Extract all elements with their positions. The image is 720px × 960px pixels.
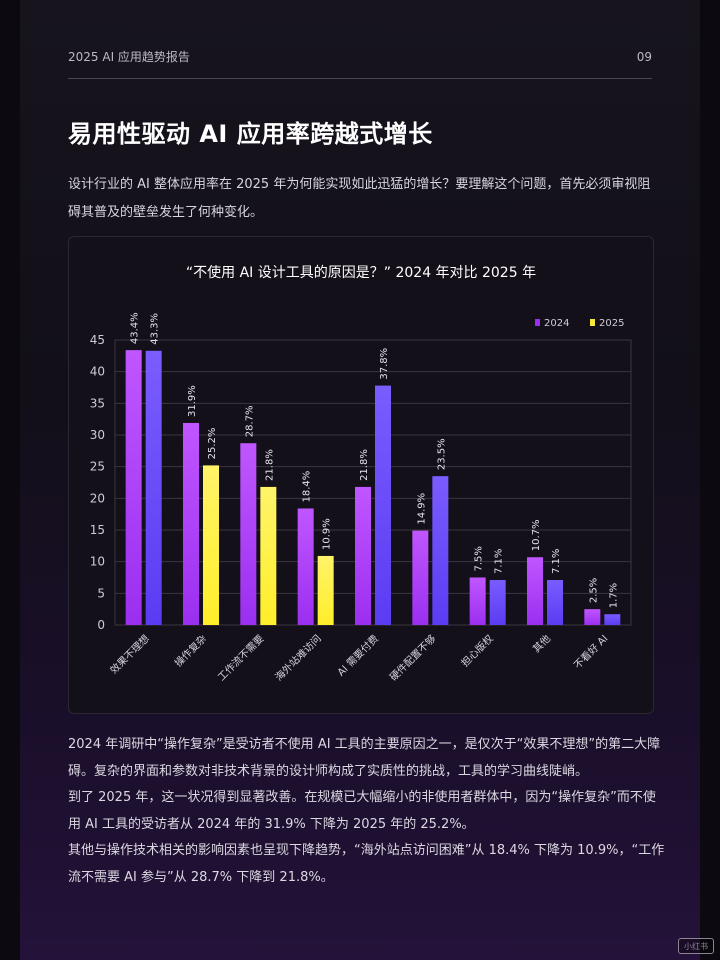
chart-title: “不使用 AI 设计工具的原因是？” 2024 年对比 2025 年 [186,264,536,281]
x-tick-label: AI 需要付费 [334,632,381,679]
page-number: 09 [636,49,652,64]
bar-value-label: 43.3% [150,313,161,345]
bar-2025 [489,580,506,625]
bar-value-label: 7.1% [551,549,562,574]
bar-value-label: 14.9% [416,493,427,525]
body-text: 2024 年调研中“操作复杂”是受访者不使用 AI 工具的主要原因之一，是仅次于… [68,732,668,891]
legend-swatch-2024 [535,319,540,326]
bar-2025 [317,555,334,625]
bar-value-label: 23.5% [436,438,447,470]
y-tick-label: 30 [90,428,105,442]
bar-2024 [584,609,601,625]
bar-value-label: 31.9% [187,385,198,417]
bar-value-label: 1.7% [608,583,619,608]
x-tick-label: 效果不理想 [107,632,152,677]
bar-2025 [432,476,449,625]
bar-2025 [547,580,563,625]
bar-2025 [604,614,621,625]
plot-frame [114,339,632,626]
x-tick-label: 其他 [530,632,553,655]
page-header: 2025 AI 应用趋势报告 09 [68,48,652,65]
bar-2024 [297,508,314,625]
bar-2024 [125,350,142,625]
x-tick-label: 不看好 AI [571,632,611,672]
watermark-text: 小红书 [684,941,708,951]
bar-value-label: 10.9% [322,518,333,550]
x-tick-label: 海外站难访问 [272,632,324,684]
bar-value-label: 7.1% [494,549,505,574]
y-tick-label: 35 [90,396,105,410]
bar-value-label: 18.4% [302,471,313,503]
bar-2024 [412,530,429,625]
y-tick-label: 15 [90,523,105,537]
bar-2024 [355,486,371,625]
legend-label-2025: 2025 [599,318,624,329]
report-page: 2025 AI 应用趋势报告 09 易用性驱动 AI 应用率跨越式增长 设计行业… [20,0,700,960]
legend-swatch-2025 [590,319,595,326]
x-tick-label: 硬件配置不够 [388,633,439,684]
watermark-badge: 小红书 [678,938,714,954]
paragraph-1: 2024 年调研中“操作复杂”是受访者不使用 AI 工具的主要原因之一，是仅次于… [68,737,661,779]
y-tick-label: 25 [90,460,105,474]
bar-value-label: 43.4% [130,312,141,344]
y-tick-label: 45 [90,333,105,347]
legend-label-2024: 2024 [544,318,569,329]
intro-paragraph: 设计行业的 AI 整体应用率在 2025 年为何能实现如此迅猛的增长？要理解这个… [68,177,651,220]
paragraph-2: 到了 2025 年，这一状况得到显著改善。在规模已大幅缩小的非使用者群体中，因为… [68,790,656,832]
y-tick-label: 10 [90,555,105,569]
paragraph-3: 其他与操作技术相关的影响因素也呈现下降趋势，“海外站点访问困难”从 18.4% … [68,843,665,885]
bar-2025 [260,486,277,625]
x-tick-label: 操作复杂 [172,632,209,669]
y-tick-label: 20 [90,491,105,505]
bar-value-label: 2.5% [588,578,599,603]
bar-value-label: 28.7% [244,405,255,437]
bar-value-label: 7.5% [474,546,485,571]
bar-2025 [145,350,162,625]
bar-2025 [203,465,219,625]
x-tick-label: 担心版权 [458,632,495,669]
y-tick-label: 40 [90,365,105,379]
header-divider [68,78,652,79]
bar-2024 [240,443,257,625]
bar-value-label: 37.8% [379,348,390,380]
bar-value-label: 21.8% [359,449,370,481]
bar-chart: “不使用 AI 设计工具的原因是？” 2024 年对比 2025 年 0 5 10 15… [90,264,632,684]
report-title: 2025 AI 应用趋势报告 [68,50,190,64]
x-tick-label: 工作流不需要 [215,632,267,684]
bar-2025 [375,385,391,625]
bar-value-label: 10.7% [531,519,542,551]
y-tick-label: 5 [97,586,105,600]
bar-value-label: 25.2% [207,428,218,460]
bar-2024 [183,422,199,625]
bar-2024 [469,577,486,625]
y-tick-label: 0 [97,618,105,632]
bar-value-label: 21.8% [264,449,275,481]
chart-card: “不使用 AI 设计工具的原因是？” 2024 年对比 2025 年 0 5 10 15… [68,236,654,714]
page-headline: 易用性驱动 AI 应用率跨越式增长 [68,120,433,148]
bar-2024 [527,557,543,625]
